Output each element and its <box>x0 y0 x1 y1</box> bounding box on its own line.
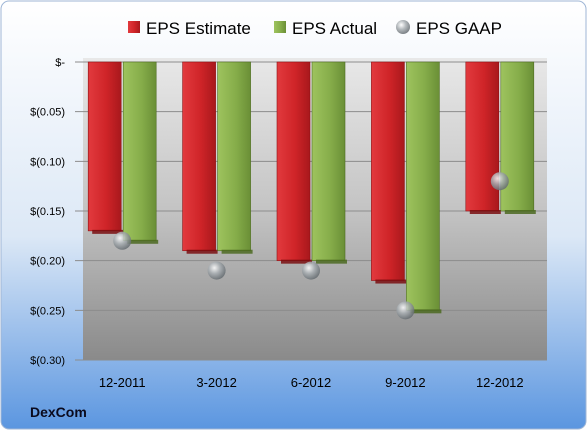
bar-eps-actual-base <box>316 259 347 264</box>
legend: EPS Estimate EPS Actual EPS GAAP <box>128 19 502 38</box>
marker-eps-gaap <box>113 231 132 250</box>
bar-eps-actual-base <box>127 239 159 244</box>
marker-eps-gaap <box>490 172 509 191</box>
legend-label-gaap: EPS GAAP <box>416 19 502 38</box>
bar-eps-estimate <box>465 61 500 212</box>
bar-eps-actual <box>217 61 251 252</box>
legend-label-estimate: EPS Estimate <box>146 19 251 38</box>
legend-marker-gaap <box>396 20 410 34</box>
legend-item-estimate: EPS Estimate <box>128 19 251 38</box>
legend-item-actual: EPS Actual <box>274 19 377 38</box>
bar-eps-actual <box>122 61 157 242</box>
brand-label: DexCom <box>30 404 87 420</box>
y-tick-label: $(0.20) <box>30 256 65 268</box>
bar-eps-estimate <box>276 61 311 261</box>
bar-eps-estimate <box>87 61 122 232</box>
bar-eps-estimate-base <box>186 249 218 254</box>
marker-eps-gaap <box>207 261 226 280</box>
x-tick-label: 6-2012 <box>291 375 331 390</box>
bar-eps-estimate-base <box>92 229 124 234</box>
legend-label-actual: EPS Actual <box>292 19 377 38</box>
y-tick-label: $(0.10) <box>30 156 65 168</box>
bar-eps-actual <box>311 61 346 261</box>
y-tick-label: $(0.15) <box>30 206 65 218</box>
x-axis: 12-2011 3-2012 6-2012 9-2012 12-2012 <box>99 375 524 390</box>
bar-eps-estimate <box>182 61 216 252</box>
x-tick-label: 9-2012 <box>385 375 425 390</box>
y-axis: $- $(0.05) $(0.10) $(0.15) $(0.20) $(0.25) $(0… <box>30 57 65 367</box>
bar-eps-actual-base <box>221 249 253 254</box>
marker-eps-gaap <box>396 301 415 320</box>
bar-eps-actual-base <box>504 210 536 214</box>
bar-eps-actual-base <box>410 309 442 314</box>
bar-eps-estimate-base <box>469 210 501 214</box>
y-tick-label: $- <box>55 57 65 69</box>
legend-swatch-actual <box>274 21 286 33</box>
bar-eps-estimate <box>371 61 405 281</box>
y-tick-label: $(0.30) <box>30 355 65 367</box>
plot-area <box>75 58 547 361</box>
bar-eps-estimate-base <box>281 259 312 264</box>
bar-eps-actual <box>406 61 440 311</box>
y-tick-label: $(0.05) <box>30 107 65 119</box>
marker-eps-gaap <box>302 261 320 280</box>
bar-eps-estimate-base <box>375 279 407 284</box>
x-tick-label: 12-2011 <box>99 375 146 390</box>
bar-eps-actual <box>500 61 535 212</box>
legend-item-gaap: EPS GAAP <box>396 19 502 38</box>
x-tick-label: 12-2012 <box>476 375 524 390</box>
legend-swatch-estimate <box>128 21 140 33</box>
y-tick-label: $(0.25) <box>30 305 65 317</box>
x-tick-label: 3-2012 <box>196 375 236 390</box>
